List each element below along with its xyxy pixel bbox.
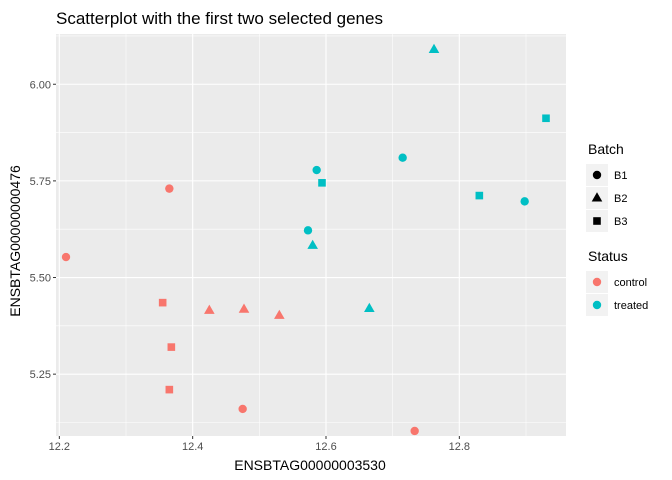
plot-panel (56, 34, 566, 436)
chart-title: Scatterplot with the first two selected … (56, 9, 383, 28)
legend-label: B3 (614, 216, 627, 228)
legend-marker (592, 277, 602, 287)
y-tick-label: 5.50 (30, 273, 51, 285)
y-tick-label: 5.25 (30, 369, 51, 381)
data-point (167, 343, 176, 351)
legend-label: treated (614, 300, 648, 312)
data-point (274, 309, 285, 319)
x-axis-ticks: 12.2 12.4 12.6 12.8 (49, 436, 470, 453)
data-point (303, 226, 313, 235)
data-point (364, 302, 375, 312)
data-point (542, 114, 550, 123)
data-point (238, 404, 247, 414)
legends: Batch B1 B2 B3 Status control treated (586, 141, 648, 316)
legend-marker (592, 170, 602, 180)
data-point (61, 252, 71, 262)
legend-status: Status control treated (586, 248, 648, 316)
data-point (520, 197, 529, 206)
legend-marker (591, 192, 603, 202)
data-point (238, 303, 250, 313)
data-point (428, 43, 440, 53)
legend-title: Status (588, 248, 628, 264)
data-point (307, 239, 318, 249)
legend-label: B1 (614, 170, 627, 182)
x-tick-label: 12.2 (49, 441, 70, 453)
grid-minor (56, 34, 566, 436)
data-point (318, 179, 326, 187)
y-tick-label: 6.00 (30, 79, 51, 91)
data-point (158, 298, 167, 307)
x-tick-label: 12.8 (449, 441, 470, 453)
data-point (475, 191, 484, 200)
legend-batch: Batch B1 B2 B3 (586, 141, 627, 232)
data-point (398, 153, 407, 162)
data-point (410, 426, 419, 436)
data-point (165, 385, 174, 394)
legend-marker (593, 217, 601, 225)
data-point (204, 304, 215, 314)
x-axis-title: ENSBTAG00000003530 (234, 457, 386, 473)
data-point (165, 184, 174, 193)
data-points (61, 43, 550, 436)
x-tick-label: 12.6 (315, 441, 336, 453)
data-point (312, 165, 321, 175)
legend-marker (592, 300, 602, 310)
y-axis-title: ENSBTAG00000000476 (7, 165, 23, 317)
legend-title: Batch (588, 141, 624, 157)
x-tick-label: 12.4 (182, 441, 203, 453)
legend-label: B2 (614, 193, 627, 205)
legend-label: control (614, 277, 647, 289)
y-axis-ticks: 5.25 5.50 5.75 6.00 (30, 79, 56, 381)
grid-major (56, 34, 566, 436)
y-tick-label: 5.75 (30, 176, 51, 188)
